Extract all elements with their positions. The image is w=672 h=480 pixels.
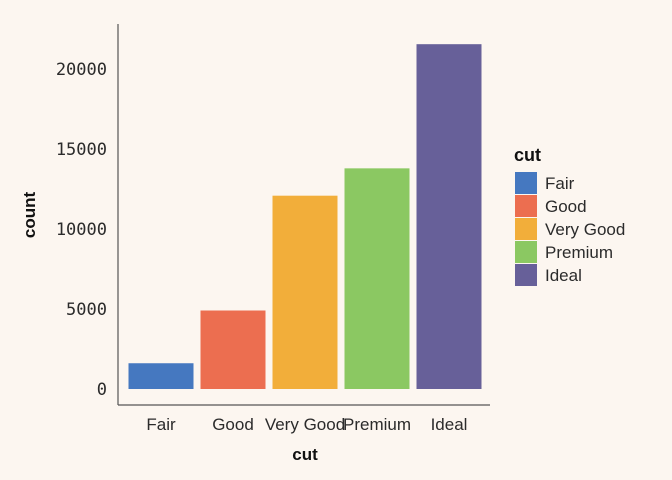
x-tick-label: Ideal bbox=[431, 415, 468, 434]
legend-title: cut bbox=[514, 145, 541, 165]
x-axis-title: cut bbox=[292, 445, 318, 464]
bars-layer bbox=[128, 44, 482, 390]
bar-ideal bbox=[416, 44, 482, 390]
legend: cut Fair Good Very Good Premium Ideal bbox=[514, 145, 625, 286]
y-tick-label: 0 bbox=[97, 380, 107, 400]
bar-very-good bbox=[272, 195, 338, 389]
x-tick-label: Fair bbox=[146, 415, 176, 434]
legend-swatch-good bbox=[515, 195, 537, 217]
legend-swatch-fair bbox=[515, 172, 537, 194]
y-tick-label: 5000 bbox=[66, 300, 107, 320]
legend-swatch-very-good bbox=[515, 218, 537, 240]
legend-label-good: Good bbox=[545, 197, 587, 216]
y-ticks: 0 5000 10000 15000 20000 bbox=[56, 60, 107, 400]
legend-label-fair: Fair bbox=[545, 174, 575, 193]
legend-swatch-ideal bbox=[515, 264, 537, 286]
axes-layer bbox=[117, 24, 490, 406]
x-tick-label: Very Good bbox=[265, 415, 345, 434]
legend-swatch-premium bbox=[515, 241, 537, 263]
y-tick-label: 10000 bbox=[56, 220, 107, 240]
x-tick-label: Premium bbox=[343, 415, 411, 434]
y-tick-label: 20000 bbox=[56, 60, 107, 80]
legend-label-very-good: Very Good bbox=[545, 220, 625, 239]
x-tick-label: Good bbox=[212, 415, 254, 434]
bar-premium bbox=[344, 168, 410, 389]
legend-items: Fair Good Very Good Premium Ideal bbox=[515, 172, 625, 286]
bar-good bbox=[200, 310, 266, 389]
y-axis-title: count bbox=[20, 192, 39, 239]
legend-label-ideal: Ideal bbox=[545, 266, 582, 285]
y-tick-label: 15000 bbox=[56, 140, 107, 160]
legend-label-premium: Premium bbox=[545, 243, 613, 262]
bar-fair bbox=[128, 363, 194, 389]
